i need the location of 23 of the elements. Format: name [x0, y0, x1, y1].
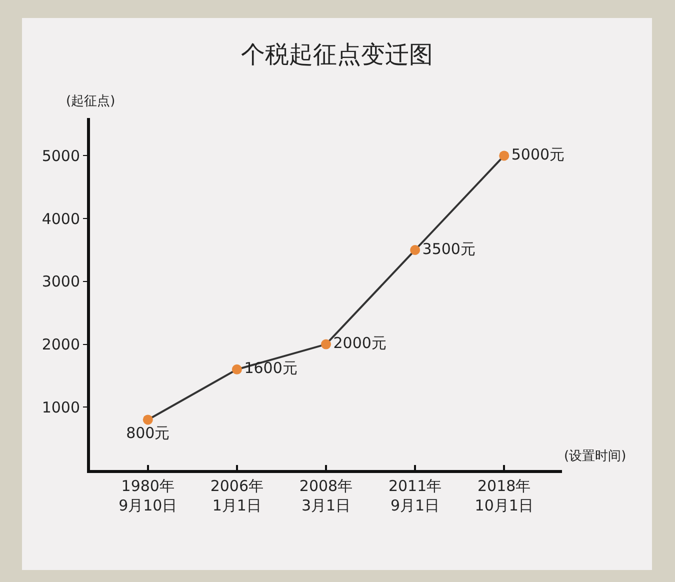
chart-title: 个税起征点变迁图 — [241, 40, 433, 68]
point — [410, 245, 420, 255]
x-axis-title: (设置时间) — [564, 449, 626, 464]
point — [321, 339, 331, 350]
y-tick-label: 1000 — [42, 398, 80, 416]
y-tick-label: 5000 — [42, 146, 80, 165]
y-tick-label: 2000 — [42, 336, 80, 354]
x-tick-label: 2011年 9月1日 — [388, 477, 442, 514]
y-tick-label: 3000 — [42, 272, 80, 291]
data-label: 1600元 — [244, 359, 298, 378]
data-label: 800元 — [126, 424, 170, 442]
data-label: 2000元 — [333, 334, 386, 352]
x-tick-label: 2018年 10月1日 — [474, 477, 534, 514]
data-label: 5000元 — [511, 145, 565, 164]
x-tick-label: 2006年 1月1日 — [210, 477, 264, 514]
point — [142, 414, 153, 425]
point — [232, 364, 242, 374]
data-label: 3500元 — [422, 240, 476, 258]
point — [499, 150, 510, 161]
y-tick-label: 4000 — [42, 210, 80, 228]
x-tick-label: 2008年 3月1日 — [299, 477, 353, 514]
x-tick-label: 1980年 9月10日 — [118, 477, 178, 514]
y-axis-title: (起征点) — [66, 94, 116, 109]
